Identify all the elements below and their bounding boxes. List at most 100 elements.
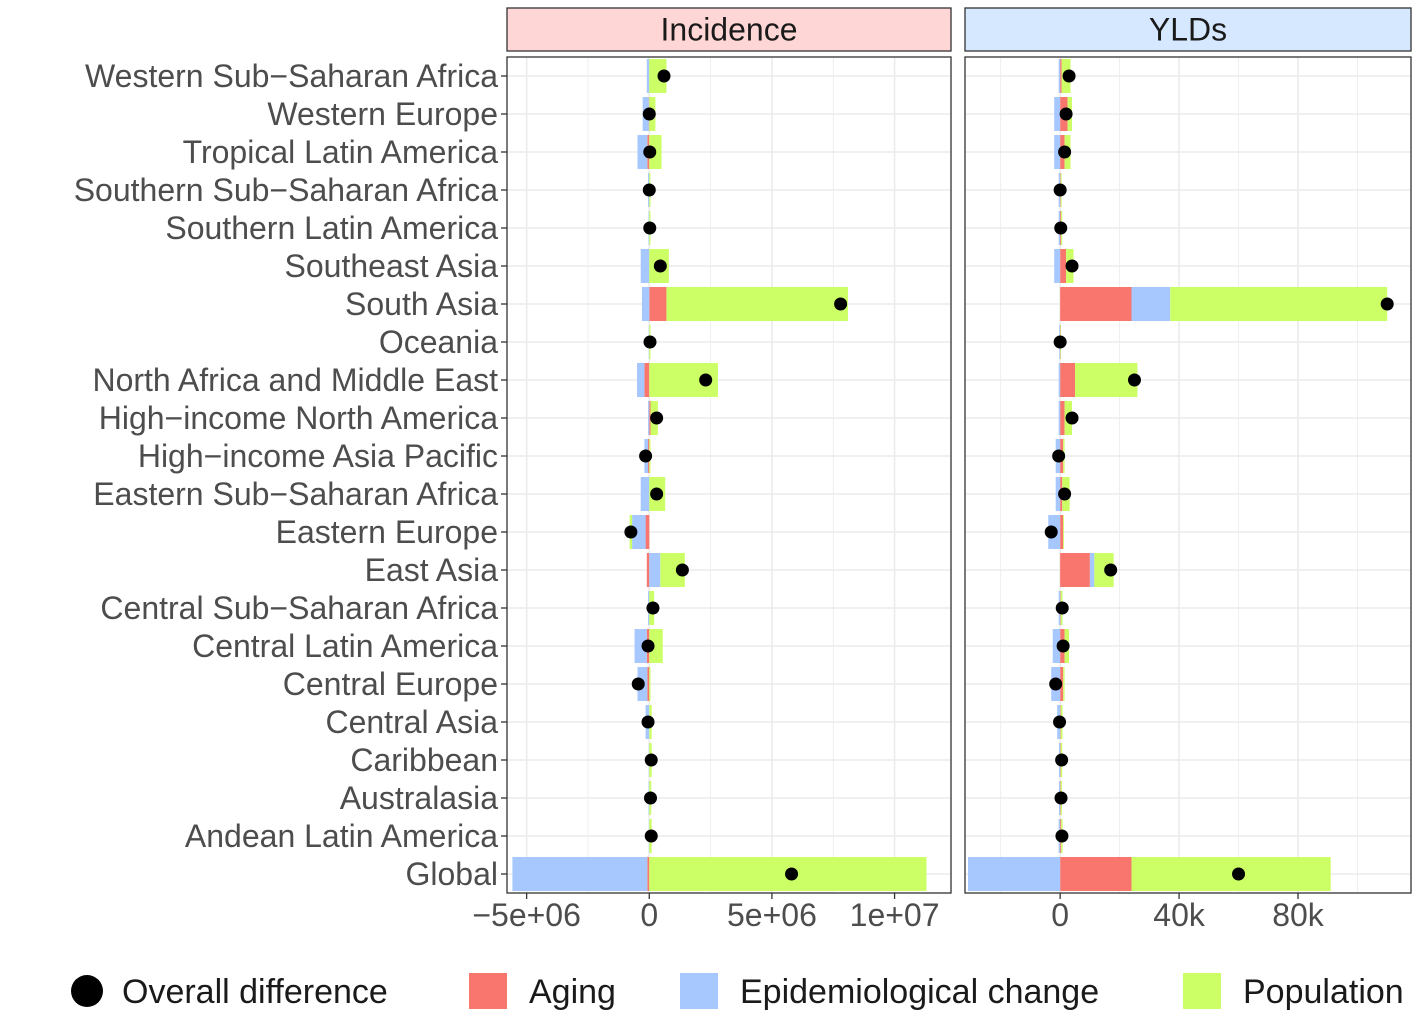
ylds-x-tick-label: 0 [1051,897,1069,933]
incidence-overall-point-western-sub-saharan-africa [657,69,671,83]
incidence-strip-title: Incidence [661,12,798,48]
incidence-overall-point-global [785,867,799,881]
legend-key-pop [1183,973,1221,1009]
ylds-overall-point-south-asia [1380,297,1394,311]
incidence-strip [506,7,952,52]
ylds-overall-point-global [1232,867,1246,881]
ylds-bar-pop-north-africa-and-middle-east [1075,363,1138,397]
incidence-bar-epi-eastern-europe [632,515,646,549]
ylds-overall-point-eastern-sub-saharan-africa [1058,487,1072,501]
incidence-bar-epi-high-income-north-america [648,401,650,435]
incidence-overall-point-eastern-sub-saharan-africa [650,487,664,501]
ylds-overall-point-central-sub-saharan-africa [1055,601,1069,615]
category-label-eastern-sub-saharan-africa: Eastern Sub−Saharan Africa [93,476,498,512]
panel-incidence: Incidence −5e+06 0 5e+06 1e+07 [472,7,952,933]
category-label-central-latin-america: Central Latin America [192,628,498,664]
ylds-bar-epi-western-sub-saharan-africa [1058,59,1061,93]
incidence-x-tick-label: 0 [640,897,658,933]
incidence-x-tick-label: 1e+07 [850,897,940,933]
ylds-overall-point-central-asia [1053,715,1067,729]
category-label-eastern-europe: Eastern Europe [276,514,498,550]
ylds-bar-epi-eastern-sub-saharan-africa [1055,477,1061,511]
legend-key-overall [71,975,103,1007]
ylds-bar-aging-western-sub-saharan-africa [1060,59,1062,93]
ylds-overall-point-caribbean [1055,753,1069,767]
category-label-east-asia: East Asia [365,552,499,588]
incidence-bar-pop-south-asia [666,287,848,321]
incidence-overall-point-east-asia [675,563,689,577]
incidence-bar-epi-eastern-sub-saharan-africa [640,477,650,511]
ylds-overall-point-australasia [1054,791,1068,805]
ylds-bar-aging-east-asia [1060,553,1090,587]
category-label-southern-latin-america: Southern Latin America [165,210,498,246]
ylds-overall-point-high-income-asia-pacific [1052,449,1066,463]
category-label-caribbean: Caribbean [350,742,498,778]
ylds-bar-aging-north-africa-and-middle-east [1060,363,1076,397]
incidence-bar-epi-global [512,857,648,891]
incidence-overall-point-central-sub-saharan-africa [646,601,660,615]
incidence-bar-epi-north-africa-and-middle-east [637,363,645,397]
ylds-overall-point-north-africa-and-middle-east [1127,373,1141,387]
ylds-overall-point-oceania [1053,335,1067,349]
legend-key-aging [469,973,507,1009]
category-label-southeast-asia: Southeast Asia [285,248,499,284]
ylds-bar-pop-south-asia [1170,287,1388,321]
ylds-bar-epi-southeast-asia [1054,249,1061,283]
category-label-tropical-latin-america: Tropical Latin America [183,134,499,170]
category-label-western-europe: Western Europe [267,96,498,132]
incidence-overall-point-australasia [644,791,658,805]
ylds-overall-point-central-latin-america [1056,639,1070,653]
incidence-overall-point-high-income-north-america [650,411,664,425]
incidence-bar-aging-north-africa-and-middle-east [644,363,650,397]
incidence-bar-pop-central-latin-america [649,629,663,663]
legend: Overall difference Aging Epidemiological c… [71,973,1404,1011]
incidence-overall-point-central-latin-america [641,639,655,653]
incidence-overall-point-north-africa-and-middle-east [699,373,713,387]
ylds-bar-epi-north-africa-and-middle-east [1058,363,1061,397]
incidence-bar-aging-central-europe [647,667,650,701]
ylds-bar-aging-southeast-asia [1060,249,1067,283]
ylds-overall-point-western-sub-saharan-africa [1062,69,1076,83]
incidence-x-tick-label: −5e+06 [472,897,581,933]
ylds-strip [964,7,1412,52]
incidence-overall-point-oceania [643,335,657,349]
incidence-bar-epi-east-asia [649,553,661,587]
incidence-overall-point-south-asia [834,297,848,311]
incidence-bar-aging-south-asia [649,287,667,321]
legend-label-overall: Overall difference [122,973,388,1011]
category-label-oceania: Oceania [379,324,498,360]
ylds-bar-aging-south-asia [1060,287,1132,321]
ylds-bar-epi-tropical-latin-america [1054,135,1061,169]
incidence-bar-epi-south-asia [641,287,650,321]
ylds-bar-epi-high-income-north-america [1058,401,1061,435]
incidence-bar-aging-eastern-europe [645,515,650,549]
chart-panels: Incidence −5e+06 0 5e+06 1e+07 YLDs 0 40k 80k [472,7,1412,933]
incidence-bar-epi-western-sub-saharan-africa [646,59,650,93]
ylds-x-tick-label: 40k [1153,897,1206,933]
category-label-north-africa-and-middle-east: North Africa and Middle East [92,362,498,398]
ylds-overall-point-western-europe [1059,107,1073,121]
incidence-overall-point-central-europe [631,677,645,691]
incidence-bar-epi-tropical-latin-america [637,135,648,169]
ylds-bar-pop-east-asia [1094,553,1114,587]
category-label-global: Global [406,856,499,892]
ylds-overall-point-southern-latin-america [1054,221,1068,235]
incidence-bar-aging-high-income-north-america [649,401,651,435]
ylds-bar-pop-central-europe [1063,667,1065,701]
incidence-bar-aging-global [647,857,650,891]
ylds-x-tick-label: 80k [1272,897,1325,933]
incidence-bar-aging-east-asia [646,553,650,587]
ylds-bar-aging-eastern-europe [1060,515,1064,549]
incidence-overall-point-tropical-latin-america [643,145,657,159]
legend-label-epi: Epidemiological change [740,973,1099,1011]
category-label-central-europe: Central Europe [283,666,498,702]
ylds-bar-epi-western-europe [1054,97,1061,131]
ylds-bar-epi-south-asia [1131,287,1171,321]
ylds-bar-epi-global [967,857,1061,891]
ylds-panel-border [964,56,1412,894]
category-label-south-asia: South Asia [345,286,498,322]
incidence-overall-point-eastern-europe [624,525,638,539]
category-label-high-income-asia-pacific: High−income Asia Pacific [138,438,498,474]
